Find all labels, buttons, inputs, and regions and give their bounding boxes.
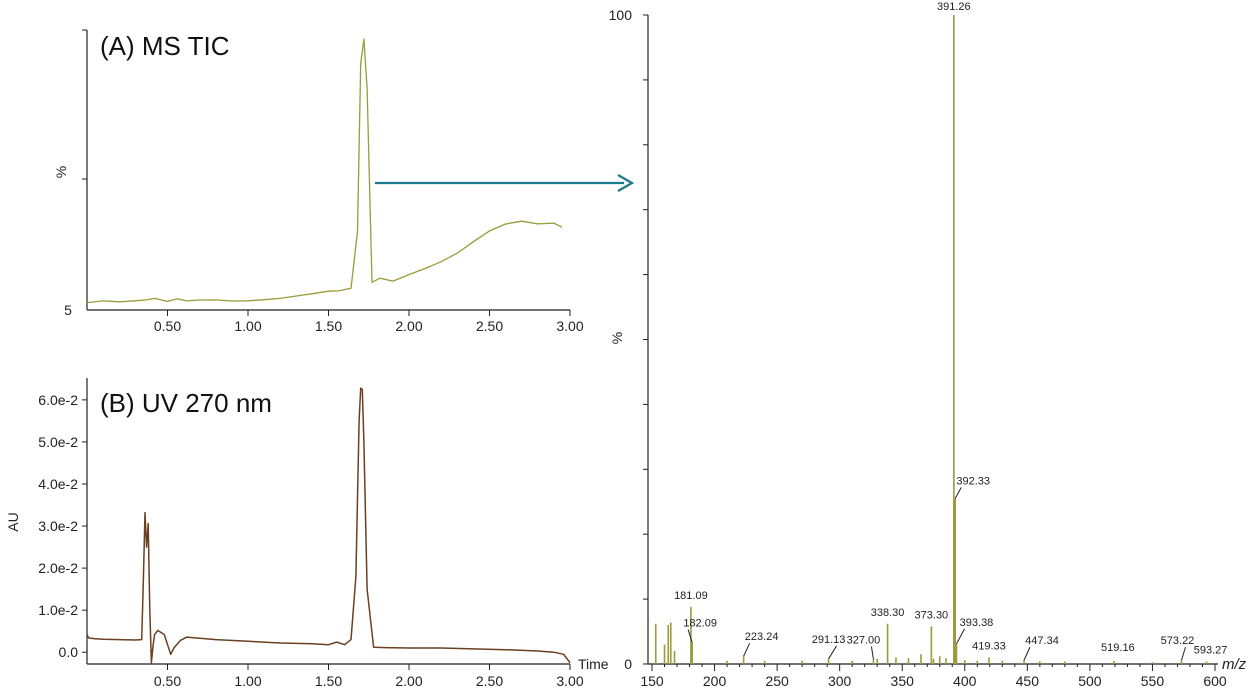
spectrum-x-tick-label: 500 xyxy=(1078,673,1102,689)
peak-label: 327.00 xyxy=(847,634,881,646)
ms-tic-y-tick-label: 5 xyxy=(64,302,72,318)
peak-label-leader xyxy=(687,629,693,643)
uv-y-tick-label: 2.0e-2 xyxy=(38,560,78,576)
ms-tic-x-tick-labels: 0.50 1.00 1.50 2.00 2.50 3.00 xyxy=(154,318,584,334)
peak-to-spectrum-arrow xyxy=(375,174,635,192)
spectrum-x-tick-labels: 150 200 250 300 350 400 450 500 550 600 xyxy=(640,673,1227,689)
uv-x-tick-label: 1.50 xyxy=(315,673,342,689)
peak-label-leader xyxy=(870,646,874,660)
peak-label-leader xyxy=(1023,646,1031,661)
peak-label: 291.13 xyxy=(812,634,846,646)
peak-label: 223.24 xyxy=(745,631,779,643)
uv-y-tick-label: 5.0e-2 xyxy=(38,434,78,450)
ms-tic-trace xyxy=(86,38,563,304)
uv-y-tick-label: 0.0 xyxy=(59,644,79,660)
arrow-head-icon xyxy=(617,174,635,192)
peak-label-leader xyxy=(956,628,965,645)
uv-y-tick-label: 3.0e-2 xyxy=(38,518,78,534)
uv-trace xyxy=(86,387,571,664)
uv-y-tick-label: 1.0e-2 xyxy=(38,602,78,618)
spectrum-x-tick-label: 450 xyxy=(1016,673,1040,689)
uv-y-tick-label: 4.0e-2 xyxy=(38,476,78,492)
uv-x-tick-label: 2.50 xyxy=(476,673,503,689)
spectrum-x-label: m/z xyxy=(1222,656,1247,673)
peak-label-leader xyxy=(1181,646,1186,661)
peak-label: 373.30 xyxy=(915,609,949,621)
spectrum-peak-labels: 181.09 182.09 223.24 291.13 327.00 338.3… xyxy=(674,1,1227,656)
mass-spectrum-panel: 100 0 % m/z 150 200 250 300 350 400 450 … xyxy=(609,1,1247,689)
uv-panel: AU Time (B) UV 270 nm 0.0 1.0e-2 2.0e-2 … xyxy=(5,378,609,689)
uv-x-tick-label: 2.00 xyxy=(395,673,422,689)
ms-tic-x-tick-label: 2.50 xyxy=(476,318,503,334)
ms-tic-x-tick-label: 0.50 xyxy=(154,318,181,334)
spectrum-x-tick-label: 400 xyxy=(953,673,977,689)
uv-x-tick-labels: 0.50 1.00 1.50 2.00 2.50 3.00 xyxy=(154,673,584,689)
ms-tic-y-label: % xyxy=(53,166,69,178)
spectrum-x-tick-label: 300 xyxy=(828,673,852,689)
spectrum-peak-leaders xyxy=(687,487,1186,661)
uv-x-ticks xyxy=(167,664,571,670)
spectrum-x-tick-label: 550 xyxy=(1141,673,1165,689)
spectrum-y-tick-label: 0 xyxy=(624,656,632,672)
uv-x-tick-label: 0.50 xyxy=(154,673,181,689)
uv-y-tick-labels: 0.0 1.0e-2 2.0e-2 3.0e-2 4.0e-2 5.0e-2 6… xyxy=(38,392,78,660)
peak-label: 419.33 xyxy=(972,641,1006,653)
peak-label: 519.16 xyxy=(1101,642,1135,654)
spectrum-x-ticks xyxy=(651,664,1216,671)
spectrum-x-tick-label: 250 xyxy=(765,673,789,689)
spectrum-x-tick-label: 350 xyxy=(891,673,915,689)
uv-x-label: Time xyxy=(578,656,609,672)
spectrum-y-label: % xyxy=(609,332,625,344)
spectrum-x-tick-label: 150 xyxy=(640,673,664,689)
spectrum-y-tick-label: 100 xyxy=(609,7,633,23)
ms-tic-x-tick-label: 1.50 xyxy=(315,318,342,334)
peak-label: 393.38 xyxy=(960,617,994,629)
spectrum-y-ticks xyxy=(643,14,648,665)
peak-label: 593.27 xyxy=(1194,644,1228,656)
peak-label: 391.26 xyxy=(937,1,971,13)
peak-label-leader xyxy=(954,487,962,499)
uv-x-tick-label: 3.00 xyxy=(556,673,583,689)
peak-label: 181.09 xyxy=(674,590,708,602)
uv-y-ticks xyxy=(82,399,87,653)
uv-y-tick-label: 6.0e-2 xyxy=(38,392,78,408)
spectrum-peaks xyxy=(654,15,1208,664)
peak-label: 182.09 xyxy=(683,618,717,630)
peak-label-leader xyxy=(743,643,751,657)
peak-label: 573.22 xyxy=(1161,635,1195,647)
ms-tic-x-tick-label: 1.00 xyxy=(234,318,261,334)
uv-x-tick-label: 1.00 xyxy=(234,673,261,689)
uv-title: (B) UV 270 nm xyxy=(100,388,272,418)
ms-tic-x-ticks xyxy=(167,310,571,316)
ms-tic-x-tick-label: 2.00 xyxy=(395,318,422,334)
peak-label: 447.34 xyxy=(1025,635,1059,647)
uv-y-label: AU xyxy=(5,512,21,531)
spectrum-x-tick-label: 600 xyxy=(1203,673,1227,689)
peak-label: 338.30 xyxy=(871,607,905,619)
peak-label: 392.33 xyxy=(956,476,990,488)
ms-tic-title: (A) MS TIC xyxy=(100,31,230,61)
spectrum-x-tick-label: 200 xyxy=(703,673,727,689)
ms-tic-panel: % 5 (A) MS TIC 0.50 1.00 1.50 2.00 2.50 … xyxy=(53,29,584,334)
peak-label-leader xyxy=(828,645,837,660)
ms-tic-x-tick-label: 3.00 xyxy=(556,318,583,334)
